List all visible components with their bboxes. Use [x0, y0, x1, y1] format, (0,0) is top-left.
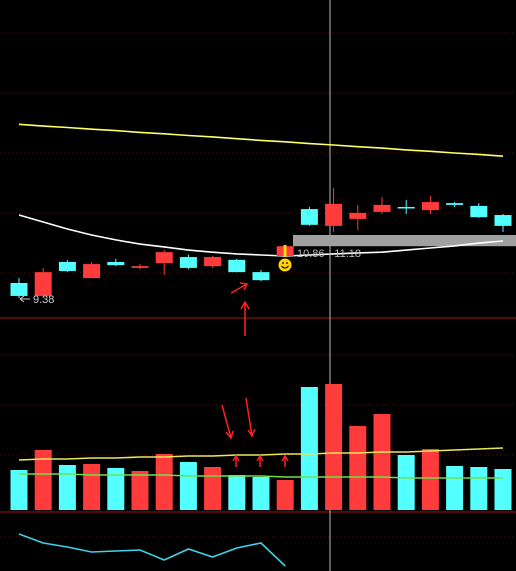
- smiley-eye: [282, 262, 284, 264]
- candle-body: [446, 203, 464, 205]
- volume-bar: [58, 465, 76, 510]
- smiley-eye: [286, 262, 288, 264]
- candle-body: [34, 272, 52, 296]
- annotations: [221, 282, 289, 467]
- volume-bar: [300, 387, 318, 510]
- line: [18, 447, 504, 461]
- candle-body: [300, 209, 318, 225]
- arrow: [256, 454, 264, 467]
- candle-body: [228, 259, 246, 273]
- range-band: [293, 234, 516, 247]
- arrow: [221, 404, 234, 440]
- volume-bar: [34, 450, 52, 510]
- candle-body: [349, 212, 367, 219]
- candle-body: [494, 215, 512, 226]
- candle-body: [10, 282, 28, 296]
- label-arrow: [19, 295, 30, 303]
- volume-bar: [421, 449, 439, 510]
- volume-bar: [325, 384, 343, 510]
- volume-bar: [397, 455, 415, 510]
- line: [19, 473, 503, 479]
- candle-body: [252, 272, 270, 281]
- candle-body: [373, 204, 391, 212]
- arrow: [232, 454, 240, 467]
- candle-body: [204, 257, 222, 267]
- range-label: 10.86 - 11.18: [297, 248, 361, 260]
- low-label: 9.38: [33, 294, 54, 306]
- volume-bar: [179, 462, 197, 510]
- volume-bar: [470, 467, 488, 510]
- line: [18, 533, 286, 567]
- arrow: [245, 397, 256, 438]
- volume-bar: [494, 469, 512, 510]
- volume-bar: [228, 475, 246, 510]
- candle-body: [107, 261, 125, 266]
- volume-bar: [349, 426, 367, 510]
- smiley: [278, 245, 292, 272]
- candle-body: [131, 266, 149, 268]
- candle-body: [83, 264, 101, 279]
- candle-body: [58, 261, 76, 272]
- volume-bar: [107, 468, 125, 510]
- volume-bar: [204, 467, 222, 510]
- arrow: [281, 454, 289, 467]
- marks: 9.38 10.86 - 11.18: [10, 123, 516, 567]
- candle-body: [470, 205, 488, 218]
- volume-bar: [155, 454, 173, 510]
- arrow: [230, 282, 249, 294]
- volume-bar: [252, 477, 270, 510]
- arrow: [240, 300, 250, 336]
- candle-body: [325, 203, 343, 226]
- candle-body: [397, 206, 415, 209]
- line: [18, 123, 504, 157]
- volume-bar: [446, 466, 464, 510]
- line: [18, 214, 504, 257]
- smiley-face: [278, 258, 292, 272]
- volume-bar: [373, 414, 391, 510]
- candle-body: [179, 257, 197, 268]
- volume-bar: [83, 464, 101, 510]
- volume-bar: [276, 480, 294, 510]
- volume-bar: [10, 470, 28, 510]
- volume-bar: [131, 471, 149, 510]
- candle-body: [155, 252, 173, 264]
- candle-body: [421, 202, 439, 211]
- smiley-mouth: [281, 265, 289, 269]
